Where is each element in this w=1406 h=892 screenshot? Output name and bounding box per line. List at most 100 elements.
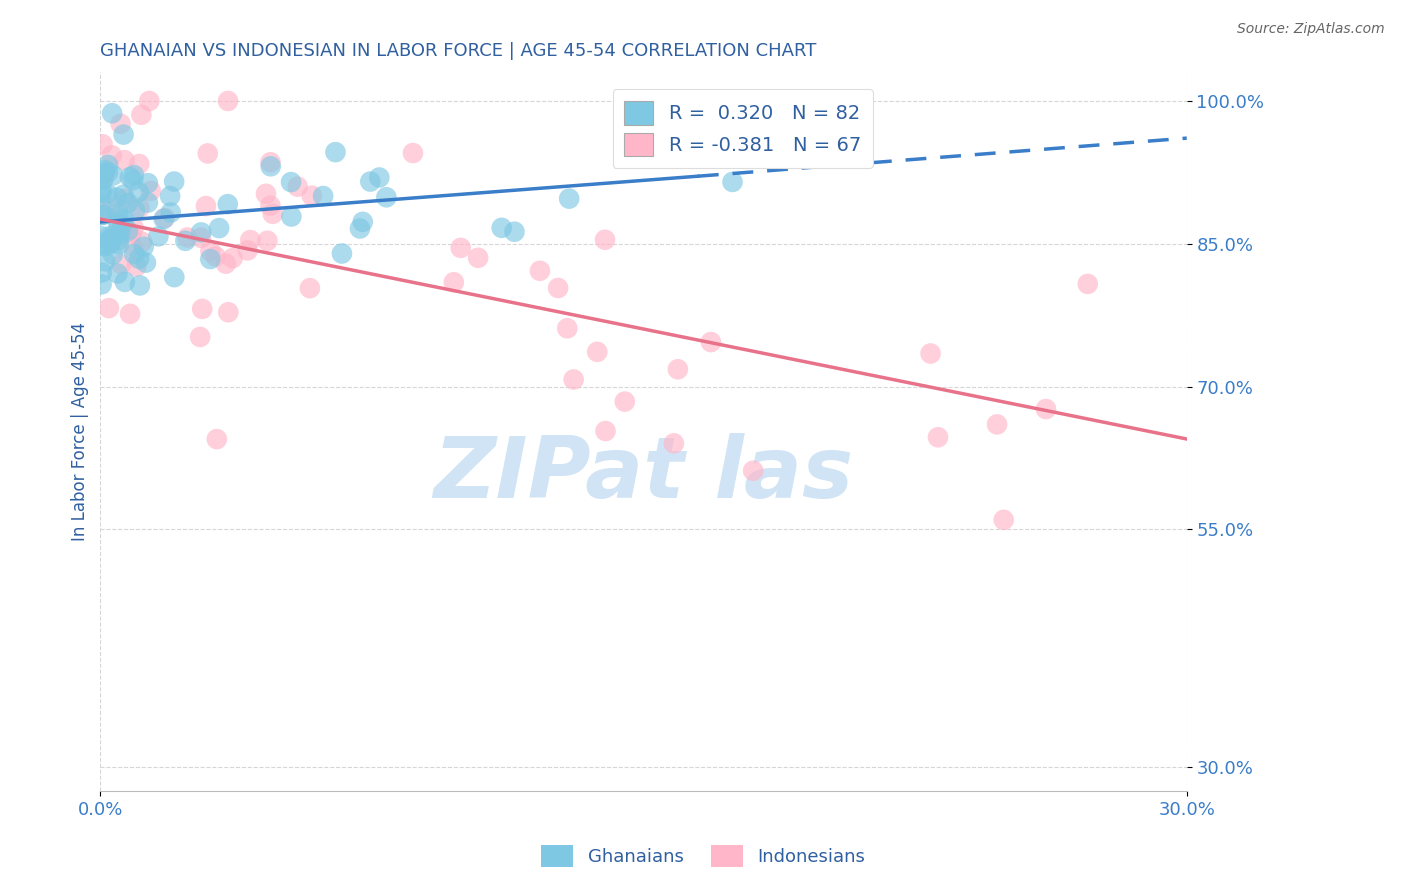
Point (254, 186, 277, 201)
Point (122, 221, 145, 235)
Point (117, 196, 139, 211)
Point (90, 183, 112, 197)
Point (662, 436, 685, 450)
Point (262, 207, 284, 221)
Point (139, 184, 162, 198)
Point (93, 167, 115, 181)
Point (217, 94, 239, 108)
Point (121, 226, 143, 240)
Point (91, 172, 114, 186)
Point (112, 212, 135, 227)
Point (108, 237, 131, 252)
Point (91, 239, 114, 253)
Point (368, 170, 391, 185)
Point (562, 372, 585, 386)
Point (101, 169, 124, 183)
Point (114, 153, 136, 168)
Point (204, 249, 226, 263)
Point (205, 432, 228, 446)
Point (236, 244, 259, 258)
Point (128, 185, 150, 199)
Point (176, 230, 198, 244)
Point (174, 234, 197, 248)
Point (298, 281, 321, 295)
Point (138, 94, 160, 108)
Point (491, 220, 513, 235)
Point (595, 424, 617, 438)
Point (352, 215, 374, 229)
Point (927, 430, 949, 444)
Point (93, 207, 115, 221)
Point (128, 252, 150, 266)
Point (125, 260, 148, 274)
Point (555, 321, 578, 335)
Point (443, 275, 465, 289)
Point (90, 265, 112, 279)
Point (132, 240, 155, 254)
Point (402, 146, 425, 161)
Point (118, 170, 141, 185)
Point (122, 173, 145, 187)
Point (547, 281, 569, 295)
Point (666, 362, 689, 376)
Point (105, 211, 128, 225)
Point (467, 251, 489, 265)
Point (90, 277, 112, 292)
Point (104, 228, 127, 243)
Point (94, 163, 117, 178)
Point (200, 244, 222, 259)
Point (221, 251, 243, 265)
Point (325, 145, 347, 160)
Point (778, 146, 800, 161)
Point (208, 221, 231, 235)
Point (101, 247, 124, 261)
Text: Source: ZipAtlas.com: Source: ZipAtlas.com (1237, 22, 1385, 37)
Point (700, 334, 723, 349)
Point (814, 128, 837, 143)
Point (91, 171, 114, 186)
Point (239, 233, 262, 247)
Point (120, 307, 142, 321)
Point (136, 195, 159, 210)
Point (163, 175, 186, 189)
Point (742, 464, 765, 478)
Point (256, 234, 278, 248)
Point (215, 257, 238, 271)
Point (280, 175, 302, 189)
Point (110, 117, 132, 131)
Point (98, 202, 121, 216)
Point (375, 190, 398, 204)
Point (993, 513, 1015, 527)
Point (136, 176, 159, 190)
Point (159, 205, 181, 219)
Point (93, 208, 115, 222)
Point (121, 239, 143, 253)
Point (152, 211, 174, 226)
Point (260, 159, 283, 173)
Point (191, 301, 214, 316)
Point (101, 106, 124, 120)
Point (330, 246, 353, 260)
Point (586, 344, 609, 359)
Point (217, 197, 239, 211)
Point (90, 198, 112, 212)
Point (1077, 277, 1099, 291)
Point (259, 155, 281, 169)
Point (1035, 402, 1057, 417)
Point (593, 233, 616, 247)
Point (112, 128, 135, 142)
Point (359, 175, 381, 189)
Point (110, 257, 132, 271)
Point (105, 191, 128, 205)
Point (112, 187, 135, 202)
Point (107, 267, 129, 281)
Point (91, 137, 114, 152)
Point (111, 218, 134, 232)
Point (197, 146, 219, 161)
Point (503, 225, 526, 239)
Point (122, 168, 145, 182)
Legend: Ghanaians, Indonesians: Ghanaians, Indonesians (533, 838, 873, 874)
Point (128, 157, 150, 171)
Point (135, 255, 157, 269)
Point (129, 278, 152, 293)
